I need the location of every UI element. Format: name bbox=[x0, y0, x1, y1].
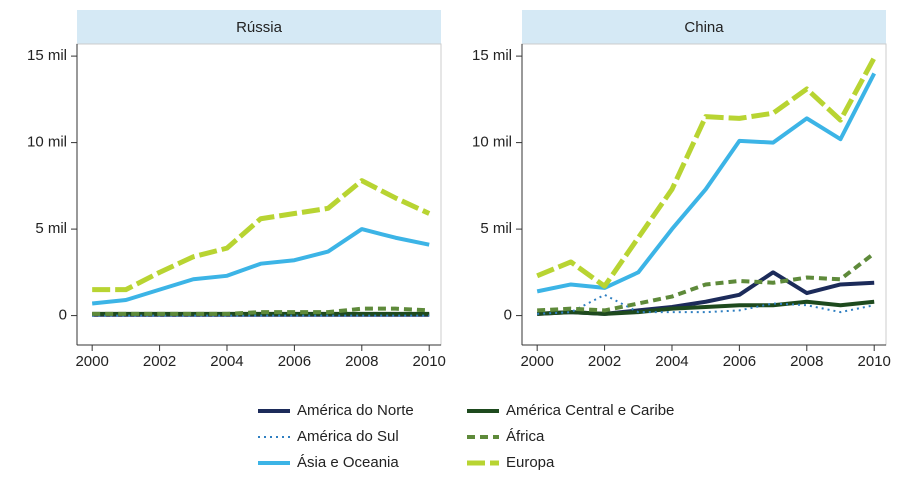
legend-label: Europa bbox=[506, 454, 555, 471]
legend-label: Ásia e Oceania bbox=[297, 454, 399, 471]
x-tick-label: 2010 bbox=[858, 353, 891, 370]
y-tick-label: 10 mil bbox=[472, 134, 512, 151]
legend-label: América Central e Caribe bbox=[506, 402, 674, 419]
x-tick-label: 2004 bbox=[210, 353, 243, 370]
x-tick-label: 2006 bbox=[278, 353, 311, 370]
series-line bbox=[91, 227, 430, 306]
y-tick-label: 0 bbox=[504, 307, 512, 324]
series-line bbox=[92, 178, 431, 293]
x-tick-label: 2008 bbox=[345, 353, 378, 370]
x-tick-label: 2006 bbox=[723, 353, 756, 370]
legend-label: África bbox=[506, 428, 545, 445]
y-tick-label: 0 bbox=[59, 307, 67, 324]
y-tick-label: 15 mil bbox=[27, 47, 67, 64]
x-tick-label: 2002 bbox=[588, 353, 621, 370]
legend-label: América do Norte bbox=[297, 402, 414, 419]
x-tick-label: 2000 bbox=[75, 353, 108, 370]
series-line bbox=[537, 251, 876, 313]
x-tick-label: 2000 bbox=[520, 353, 553, 370]
x-tick-label: 2004 bbox=[655, 353, 688, 370]
y-tick-label: 10 mil bbox=[27, 134, 67, 151]
y-tick-label: 15 mil bbox=[472, 47, 512, 64]
panel-title: China bbox=[684, 19, 724, 36]
series-line bbox=[536, 72, 876, 294]
x-tick-label: 2010 bbox=[413, 353, 446, 370]
series-line bbox=[92, 306, 430, 316]
series-line bbox=[537, 299, 875, 316]
plot-frame bbox=[521, 43, 887, 346]
panel-header bbox=[522, 10, 886, 44]
x-tick-label: 2002 bbox=[143, 353, 176, 370]
y-tick-label: 5 mil bbox=[35, 220, 67, 237]
panel-title: Rússia bbox=[236, 19, 283, 36]
panel-header bbox=[77, 10, 441, 44]
x-tick-label: 2008 bbox=[790, 353, 823, 370]
y-tick-label: 5 mil bbox=[480, 220, 512, 237]
legend-label: América do Sul bbox=[297, 428, 399, 445]
series-line bbox=[536, 56, 877, 289]
